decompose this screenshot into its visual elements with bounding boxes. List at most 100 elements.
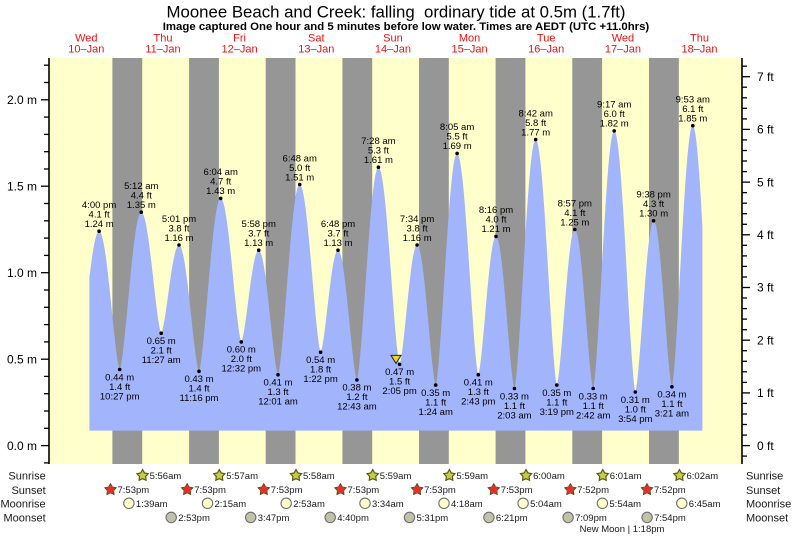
svg-text:5:01 pm: 5:01 pm [162, 214, 196, 225]
svg-text:11:16 pm: 11:16 pm [180, 393, 219, 404]
svg-text:1.4 ft: 1.4 ft [188, 384, 209, 395]
svg-text:6:48 am: 6:48 am [283, 153, 317, 164]
svg-text:5:31pm: 5:31pm [417, 513, 449, 524]
svg-text:2:03 am: 2:03 am [497, 410, 531, 421]
svg-text:1.16 m: 1.16 m [164, 233, 193, 244]
svg-text:6:48 pm: 6:48 pm [321, 219, 355, 230]
svg-text:1:39am: 1:39am [136, 499, 168, 510]
svg-text:1.1 ft: 1.1 ft [504, 401, 525, 412]
svg-text:1.3 ft: 1.3 ft [468, 387, 489, 398]
svg-text:5:58 pm: 5:58 pm [242, 219, 276, 230]
svg-text:6:45am: 6:45am [689, 499, 721, 510]
svg-text:6:21pm: 6:21pm [496, 513, 528, 524]
svg-text:18–Jan: 18–Jan [681, 44, 717, 56]
svg-text:1:22 pm: 1:22 pm [303, 374, 337, 385]
svg-text:7 ft: 7 ft [757, 70, 774, 84]
svg-text:1.51 m: 1.51 m [285, 172, 314, 183]
svg-text:Thu: Thu [154, 33, 173, 45]
svg-text:11–Jan: 11–Jan [145, 44, 180, 56]
svg-text:4.4 ft: 4.4 ft [131, 191, 152, 202]
svg-text:1.13 m: 1.13 m [323, 238, 352, 249]
svg-text:3.7 ft: 3.7 ft [248, 229, 269, 240]
svg-text:Sat: Sat [308, 33, 325, 45]
svg-text:Moonrise: Moonrise [0, 499, 45, 511]
svg-text:5:56am: 5:56am [150, 471, 182, 482]
svg-text:4.0 ft: 4.0 ft [485, 215, 506, 226]
svg-text:6.0 ft: 6.0 ft [604, 109, 625, 120]
svg-text:Sunrise: Sunrise [8, 471, 45, 483]
svg-text:4 ft: 4 ft [757, 228, 774, 242]
svg-text:2.0 ft: 2.0 ft [231, 354, 252, 365]
svg-text:0.65 m: 0.65 m [147, 336, 176, 347]
svg-text:3:21 am: 3:21 am [655, 409, 689, 420]
svg-text:3:47pm: 3:47pm [258, 513, 290, 524]
svg-text:1.5 ft: 1.5 ft [389, 377, 410, 388]
svg-text:2.1 ft: 2.1 ft [151, 346, 172, 357]
svg-text:3:34am: 3:34am [372, 499, 404, 510]
svg-text:2:43 pm: 2:43 pm [461, 397, 495, 408]
svg-text:5.0 ft: 5.0 ft [289, 163, 310, 174]
svg-text:12–Jan: 12–Jan [222, 44, 258, 56]
svg-text:1.25 m: 1.25 m [560, 217, 589, 228]
svg-text:7:53pm: 7:53pm [118, 485, 150, 496]
svg-text:5:58am: 5:58am [303, 471, 335, 482]
svg-text:9:17 am: 9:17 am [597, 100, 631, 111]
svg-text:1.3 ft: 1.3 ft [267, 387, 288, 398]
svg-text:2:15am: 2:15am [215, 499, 247, 510]
svg-text:7:09pm: 7:09pm [575, 513, 607, 524]
svg-text:0.44 m: 0.44 m [105, 372, 134, 383]
svg-text:7:34 pm: 7:34 pm [400, 214, 434, 225]
svg-text:Sunset: Sunset [11, 485, 45, 497]
svg-text:0.31 m: 0.31 m [621, 395, 650, 406]
svg-text:3:19 pm: 3:19 pm [540, 407, 574, 418]
svg-text:2:42 am: 2:42 am [576, 410, 610, 421]
svg-text:1.8 ft: 1.8 ft [310, 365, 331, 376]
svg-text:0.0 m: 0.0 m [7, 439, 37, 453]
svg-text:0.47 m: 0.47 m [385, 367, 414, 378]
svg-text:14–Jan: 14–Jan [375, 44, 411, 56]
svg-text:2.0 m: 2.0 m [7, 93, 37, 107]
svg-text:7:28 am: 7:28 am [361, 136, 395, 147]
svg-text:1.30 m: 1.30 m [639, 209, 668, 220]
svg-text:7:52pm: 7:52pm [654, 485, 686, 496]
svg-text:0.5 m: 0.5 m [7, 352, 37, 366]
svg-text:5.8 ft: 5.8 ft [525, 118, 546, 129]
svg-text:0.41 m: 0.41 m [263, 378, 292, 389]
svg-text:0.54 m: 0.54 m [306, 355, 335, 366]
svg-text:1.69 m: 1.69 m [443, 141, 472, 152]
svg-text:2:05 pm: 2:05 pm [382, 386, 416, 397]
svg-text:1 ft: 1 ft [757, 386, 774, 400]
svg-text:7:54pm: 7:54pm [654, 513, 686, 524]
svg-text:1.5 m: 1.5 m [7, 179, 37, 193]
svg-text:4.3 ft: 4.3 ft [643, 199, 664, 210]
svg-text:1.77 m: 1.77 m [521, 127, 550, 138]
svg-text:Sunset: Sunset [746, 485, 780, 497]
svg-text:1.0 m: 1.0 m [7, 266, 37, 280]
svg-text:7:53pm: 7:53pm [271, 485, 303, 496]
svg-text:1.0 ft: 1.0 ft [625, 404, 646, 415]
svg-text:0.43 m: 0.43 m [184, 374, 213, 385]
svg-text:0.38 m: 0.38 m [342, 383, 371, 394]
svg-text:13–Jan: 13–Jan [298, 44, 334, 56]
svg-text:7:53pm: 7:53pm [424, 485, 456, 496]
svg-text:8:57 pm: 8:57 pm [558, 198, 592, 209]
svg-text:9:38 pm: 9:38 pm [636, 190, 670, 201]
svg-text:Fri: Fri [233, 33, 246, 45]
svg-text:12:01 am: 12:01 am [258, 397, 298, 408]
svg-text:2:53pm: 2:53pm [178, 513, 210, 524]
svg-text:0.33 m: 0.33 m [579, 391, 608, 402]
svg-text:15–Jan: 15–Jan [452, 44, 488, 56]
svg-text:1.85 m: 1.85 m [678, 114, 707, 125]
svg-text:Wed: Wed [75, 33, 97, 45]
svg-text:5 ft: 5 ft [757, 175, 774, 189]
svg-text:8:42 am: 8:42 am [519, 108, 553, 119]
svg-text:2:53am: 2:53am [293, 499, 325, 510]
svg-text:8:05 am: 8:05 am [440, 122, 474, 133]
svg-text:1.24 m: 1.24 m [85, 219, 114, 230]
svg-text:12:32 pm: 12:32 pm [221, 364, 261, 375]
svg-text:3 ft: 3 ft [757, 281, 774, 295]
svg-text:6:01am: 6:01am [610, 471, 642, 482]
svg-text:1.13 m: 1.13 m [244, 238, 273, 249]
svg-text:1:24 am: 1:24 am [419, 407, 453, 418]
svg-text:Moonee Beach and Creek: fallin: Moonee Beach and Creek: falling ordinary… [167, 3, 626, 22]
